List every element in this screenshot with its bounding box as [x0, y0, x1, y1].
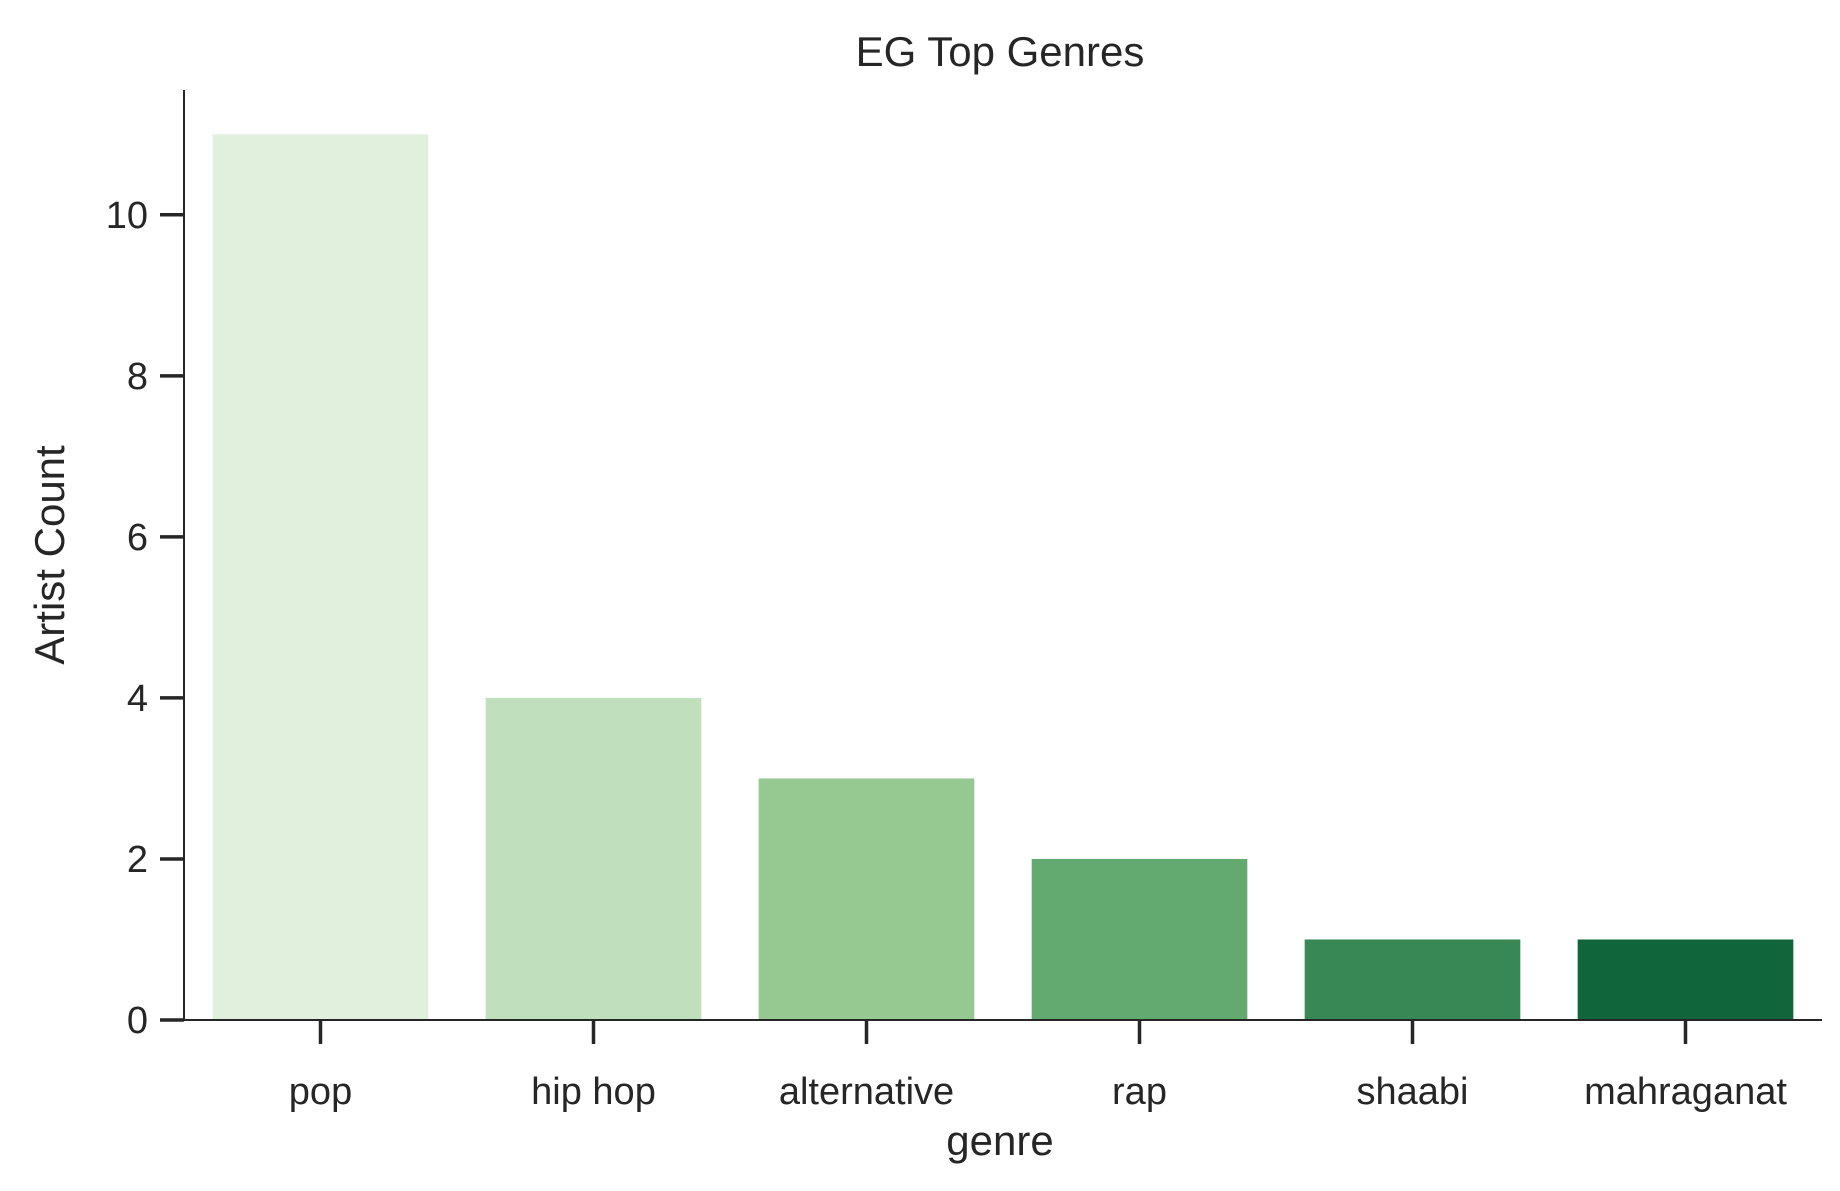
bar-hip-hop — [485, 697, 702, 1020]
y-tick-label: 2 — [127, 839, 148, 881]
bar-shaabi — [1304, 939, 1521, 1020]
bars-layer — [212, 134, 1794, 1021]
bar-rap — [1031, 858, 1248, 1020]
bar-mahraganat — [1577, 939, 1794, 1020]
axes-layer: 0 2 4 6 8 10 pop hip hop alternative rap shaabi mah… — [106, 90, 1822, 1113]
y-tick-label: 10 — [106, 195, 148, 237]
bar-alternative — [758, 778, 975, 1020]
x-axis-label: genre — [946, 1117, 1053, 1164]
x-tick-label: rap — [1112, 1071, 1167, 1113]
x-tick-label: hip hop — [531, 1071, 656, 1113]
x-tick-label: pop — [289, 1071, 352, 1113]
y-tick-label: 0 — [127, 1000, 148, 1042]
y-tick-label: 6 — [127, 517, 148, 559]
bar-pop — [212, 134, 429, 1021]
x-tick-label: mahraganat — [1584, 1071, 1787, 1113]
x-tick-label: shaabi — [1357, 1071, 1469, 1113]
y-tick-label: 4 — [127, 678, 148, 720]
y-tick-label: 8 — [127, 356, 148, 398]
y-axis-label: Artist Count — [26, 445, 73, 665]
x-tick-label: alternative — [779, 1071, 954, 1113]
chart-title: EG Top Genres — [856, 28, 1145, 75]
